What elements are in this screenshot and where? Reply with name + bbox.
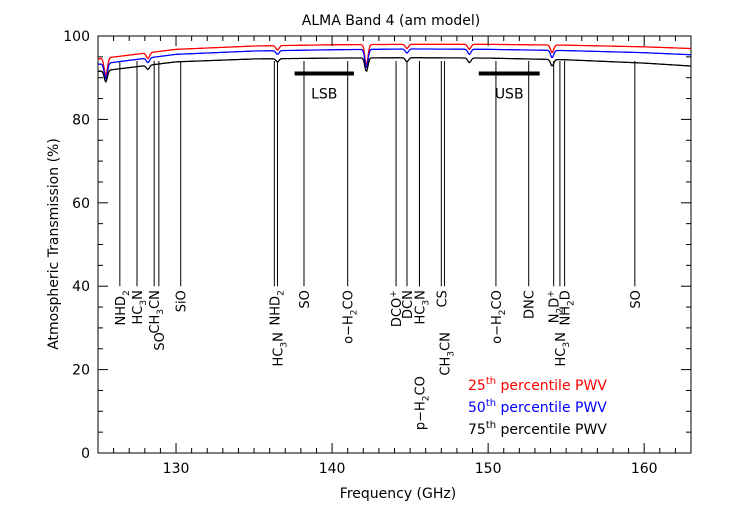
svg-text:CH3CN: CH3CN: [438, 332, 456, 375]
legend-entry: 75th percentile PWV: [468, 420, 607, 438]
molecule-label: DCO+: [389, 290, 405, 327]
x-tick-label: 130: [163, 461, 190, 477]
svg-text:DCN: DCN: [401, 290, 416, 319]
legend-entry: 50th percentile PWV: [468, 398, 607, 416]
svg-text:N2D+: N2D+: [547, 290, 566, 323]
svg-text:NHD2: NHD2: [114, 290, 132, 325]
molecule-label: NHD2: [114, 290, 132, 325]
y-axis: 0 20 40 60 80 100: [63, 29, 691, 462]
y-tick-label: 40: [72, 279, 90, 295]
x-tick-label: 140: [319, 461, 346, 477]
legend: 25th percentile PWV 50th percentile PWV 75…: [468, 376, 607, 438]
molecule-label: CH3CN: [148, 290, 166, 333]
svg-text:DNC: DNC: [523, 290, 538, 319]
molecule-label: NH2D: [559, 290, 577, 325]
x-axis-title: Frequency (GHz): [340, 486, 456, 502]
svg-text:DCO+: DCO+: [389, 290, 405, 327]
legend-entry: 25th percentile PWV: [468, 376, 607, 394]
y-tick-label: 60: [72, 196, 90, 212]
svg-text:p−H2CO: p−H2CO: [413, 376, 431, 430]
svg-text:CH3CN: CH3CN: [148, 290, 166, 333]
x-tick-label: 150: [475, 461, 502, 477]
svg-text:SiO: SiO: [175, 290, 190, 312]
molecule-label: DNC: [523, 290, 538, 319]
svg-text:HC3N: HC3N: [271, 332, 289, 366]
molecule-label: SiO: [175, 290, 190, 312]
svg-text:SO: SO: [629, 290, 644, 308]
svg-text:HC3N: HC3N: [131, 290, 149, 324]
molecule-label: HC3N: [271, 332, 289, 366]
molecule-label: HC3N: [554, 332, 572, 366]
svg-text:NH2D: NH2D: [559, 290, 577, 325]
chart-title: ALMA Band 4 (am model): [302, 13, 480, 29]
molecule-label: NHD2: [268, 290, 286, 325]
band-label: USB: [495, 87, 524, 103]
svg-text:SO: SO: [153, 332, 168, 350]
svg-text:HC3N: HC3N: [413, 290, 431, 324]
molecule-label: DCN: [401, 290, 416, 319]
series-line: [97, 48, 692, 81]
molecule-label: CS: [435, 290, 450, 307]
svg-text:o−H2CO: o−H2CO: [490, 290, 508, 344]
y-tick-label: 100: [63, 29, 90, 45]
molecule-label: SO: [629, 290, 644, 308]
y-axis-title: Atmospheric Transmission (%): [46, 138, 62, 350]
molecule-label: o−H2CO: [490, 290, 508, 344]
molecule-label: HC3N: [131, 290, 149, 324]
series-line: [97, 57, 691, 84]
molecule-label: CH3CN: [438, 332, 456, 375]
molecule-label: SO: [153, 332, 168, 350]
svg-text:CS: CS: [435, 290, 450, 307]
molecule-label: p−H2CO: [413, 376, 431, 430]
band-label: LSB: [311, 87, 337, 103]
svg-text:NHD2: NHD2: [268, 290, 286, 325]
molecule-label: HC3N: [413, 290, 431, 324]
x-tick-label: 160: [631, 461, 658, 477]
molecule-label: N2D+: [547, 290, 566, 323]
y-tick-label: 0: [81, 446, 90, 462]
y-tick-label: 80: [72, 112, 90, 128]
svg-text:HC3N: HC3N: [554, 332, 572, 366]
series-line: [97, 43, 691, 78]
svg-text:o−H2CO: o−H2CO: [342, 290, 360, 344]
molecule-label: o−H2CO: [342, 290, 360, 344]
svg-text:SO: SO: [298, 290, 313, 308]
y-tick-label: 20: [72, 363, 90, 379]
molecule-label: SO: [298, 290, 313, 308]
x-axis: 130 140 150 160: [97, 36, 692, 477]
